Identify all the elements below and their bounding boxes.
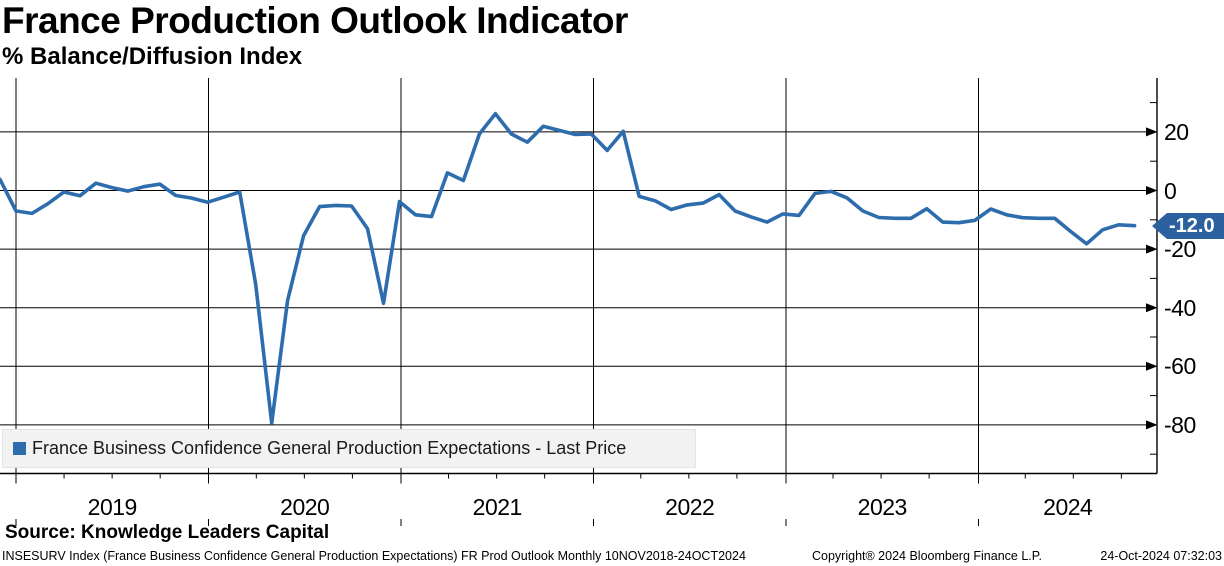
- footer-timestamp: 24-Oct-2024 07:32:03: [1100, 549, 1222, 563]
- x-axis-year-label: 2024: [1043, 494, 1093, 520]
- footer-description: INSESURV Index (France Business Confiden…: [2, 549, 746, 563]
- legend-box: France Business Confidence General Produ…: [2, 429, 696, 468]
- source-line: Source: Knowledge Leaders Capital: [5, 522, 330, 543]
- y-axis-label: -40: [1164, 294, 1196, 321]
- axis-arrow-tick-icon: [1146, 244, 1158, 254]
- last-price-badge: -12.0: [1152, 213, 1224, 239]
- page-title: France Production Outlook Indicator: [2, 0, 628, 41]
- x-axis-year-label: 2019: [87, 494, 138, 520]
- series-line: [0, 111, 1137, 425]
- y-axis-label: -60: [1164, 353, 1196, 380]
- axis-arrow-tick-icon: [1146, 420, 1158, 430]
- chart-subtitle: % Balance/Diffusion Index: [2, 43, 303, 70]
- y-axis-label: 0: [1164, 177, 1177, 204]
- axis-arrow-tick-icon: [1146, 186, 1158, 195]
- x-axis-year-label: 2023: [857, 494, 908, 520]
- legend-series-marker-icon: [13, 442, 26, 455]
- y-axis-label: 20: [1164, 118, 1189, 145]
- x-axis-year-label: 2022: [665, 494, 715, 520]
- y-axis-label: -20: [1164, 236, 1196, 263]
- y-axis-label: -80: [1164, 411, 1196, 438]
- legend-series-label: France Business Confidence General Produ…: [32, 438, 627, 458]
- x-axis-year-label: 2021: [472, 494, 523, 520]
- footer-copyright: Copyright® 2024 Bloomberg Finance L.P.: [812, 549, 1042, 563]
- axis-arrow-tick-icon: [1146, 127, 1158, 137]
- x-axis-year-label: 2020: [280, 494, 330, 520]
- axis-arrow-tick-icon: [1146, 303, 1158, 313]
- axis-arrow-tick-icon: [1146, 361, 1158, 371]
